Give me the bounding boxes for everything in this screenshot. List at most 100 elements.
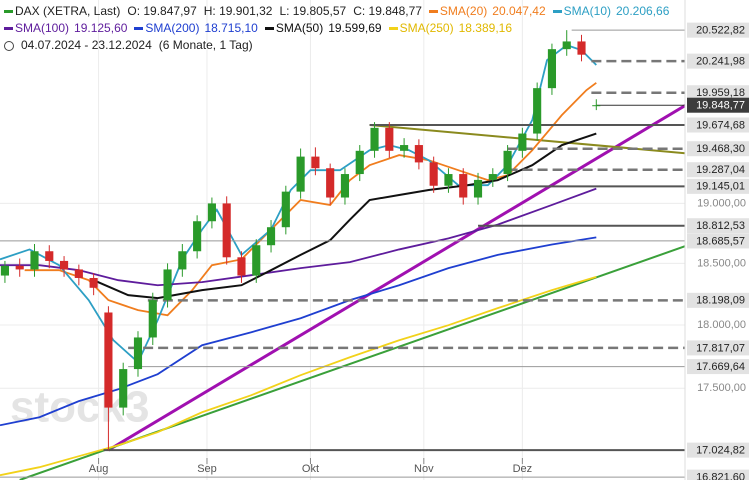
candle-body	[311, 156, 320, 169]
legend-value: 20.047,42	[492, 4, 546, 18]
level-label-box	[687, 162, 749, 178]
candle-body	[222, 203, 231, 258]
legend-name: SMA(200)	[145, 21, 200, 35]
x-tick-label: Nov	[414, 463, 434, 475]
legend-swatch	[552, 10, 562, 14]
candle-body	[355, 150, 364, 175]
date-range: 04.07.2024 - 23.12.2024	[21, 38, 152, 52]
level-label-box	[687, 178, 749, 194]
level-label: 18.685,57	[696, 235, 745, 247]
candle-body	[252, 245, 261, 276]
candle-body	[74, 269, 83, 278]
candle-body	[237, 257, 246, 276]
x-tick-label: Okt	[302, 463, 319, 475]
level-label-box	[687, 292, 749, 308]
level-label: 19.145,01	[696, 181, 745, 193]
sma-line	[0, 276, 597, 477]
legend-swatch	[264, 27, 274, 31]
legend-name: SMA(10)	[563, 4, 611, 18]
level-label: 19.848,77	[696, 100, 745, 112]
candle-body	[592, 105, 601, 107]
candle-body	[488, 174, 497, 180]
legend-item: SMA(20) 20.047,42	[428, 3, 546, 20]
legend-swatch	[4, 27, 13, 31]
legend-value: 18.389,16	[458, 21, 512, 35]
level-label: 20.241,98	[696, 56, 745, 68]
candle-body	[296, 156, 305, 192]
candle-body	[473, 179, 483, 198]
ohlc: C: 19.848,77	[353, 4, 422, 18]
legend-item: SMA(10) 20.206,66	[552, 3, 669, 20]
ohlc: O: 19.847,97	[127, 4, 197, 18]
period: (6 Monate, 1 Tag)	[158, 38, 253, 52]
x-tick-label: Aug	[89, 463, 109, 475]
candle-body	[59, 260, 69, 270]
level-label: 18.198,09	[696, 295, 745, 307]
candle-body	[385, 127, 394, 151]
candle-body	[518, 133, 527, 151]
candle-body	[0, 265, 9, 276]
level-label-box	[687, 233, 749, 249]
candle-body	[89, 277, 98, 288]
candle-body	[414, 145, 423, 163]
sma-line	[0, 236, 597, 427]
trendline	[369, 124, 685, 155]
level-label-box	[687, 53, 749, 69]
legend-swatch	[388, 27, 398, 31]
candle-body	[577, 41, 586, 55]
candle-body	[444, 174, 453, 186]
level-label: 19.674,68	[696, 119, 745, 131]
candle-body	[562, 41, 571, 50]
level-label-box	[687, 85, 749, 101]
level-label-box	[687, 22, 749, 38]
legend-swatch	[428, 10, 438, 14]
legend-name: SMA(50)	[275, 21, 324, 35]
ohlc: H: 19.901,32	[203, 4, 273, 18]
level-label: 19.287,04	[696, 164, 745, 176]
x-tick-label: Sep	[197, 463, 217, 475]
title-text: DAX (XETRA, Last)	[15, 4, 121, 18]
plot-area	[0, 29, 685, 480]
level-label-box	[687, 97, 749, 113]
level-label-box	[687, 218, 749, 234]
candle-body	[30, 251, 39, 270]
level-label-box	[687, 117, 749, 133]
trendline	[107, 103, 685, 452]
legend-name: SMA(100)	[15, 21, 70, 35]
watermark: stock3	[10, 383, 149, 432]
header-row: SMA(100) 19.125,60 SMA(200) 18.715,10 SMA(50…	[4, 20, 669, 37]
y-tick-label: 18.000,00	[697, 319, 746, 331]
legend-value: 19.125,60	[74, 21, 128, 35]
candle-body	[266, 227, 276, 246]
candle-body	[133, 337, 143, 370]
legend-name: SMA(20)	[439, 4, 488, 18]
level-label-box	[687, 442, 749, 458]
candle-body	[370, 127, 379, 151]
level-label: 16.821,60	[696, 472, 745, 480]
y-tick-label: 18.500,00	[697, 257, 746, 269]
legend-item: SMA(100) 19.125,60	[4, 20, 127, 37]
level-label-box	[687, 340, 749, 356]
candle-body	[429, 162, 438, 186]
level-label: 20.522,82	[696, 25, 745, 37]
candle-body	[533, 88, 542, 134]
level-label: 19.468,30	[696, 143, 745, 155]
level-label: 17.817,07	[696, 342, 745, 354]
legend-swatch	[134, 27, 144, 31]
ohlc: L: 19.805,57	[279, 4, 347, 18]
candle-body	[148, 300, 157, 338]
candle-body	[207, 203, 216, 222]
candle-body	[178, 251, 187, 270]
legend-item: SMA(200) 18.715,10	[134, 20, 258, 37]
candle-body	[340, 174, 350, 198]
level-label-box	[687, 359, 749, 375]
x-tick-label: Dez	[513, 463, 533, 475]
level-label: 17.669,64	[696, 361, 745, 373]
sma-line	[24, 82, 597, 317]
candle-body	[104, 312, 113, 408]
level-label: 18.812,53	[696, 220, 745, 232]
level-label-box	[687, 469, 749, 480]
candle-body	[281, 191, 290, 228]
axis: 17.500,00 18.000,00 18.500,00 19.000,00 Aug S…	[89, 0, 749, 480]
